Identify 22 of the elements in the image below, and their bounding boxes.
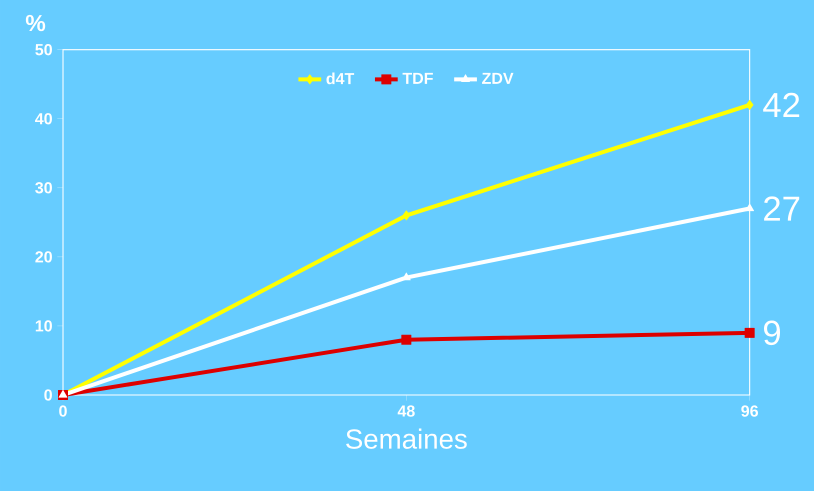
legend-label: TDF <box>402 72 433 84</box>
point <box>746 100 754 110</box>
point <box>402 210 410 220</box>
x-tick-label: 96 <box>741 405 758 417</box>
point <box>401 334 412 345</box>
y-axis-title: % <box>26 14 46 32</box>
y-tick-label: 10 <box>36 320 52 332</box>
legend-label: d4T <box>326 72 354 84</box>
y-tick-label: 0 <box>44 389 52 401</box>
x-axis-title: Semaines <box>346 428 467 449</box>
point <box>744 328 755 338</box>
data-label: 42 <box>763 92 800 118</box>
y-tick-label: 20 <box>35 251 52 263</box>
y-tick-label: 50 <box>35 44 52 56</box>
y-tick-label: 30 <box>35 182 52 194</box>
point <box>745 204 754 212</box>
data-label: 27 <box>764 196 800 221</box>
legend-label: ZDV <box>482 72 514 84</box>
y-tick-label: 40 <box>35 113 52 124</box>
data-label: 9 <box>764 320 780 346</box>
x-tick-label: 48 <box>398 405 415 417</box>
x-tick-label: 0 <box>59 405 67 417</box>
